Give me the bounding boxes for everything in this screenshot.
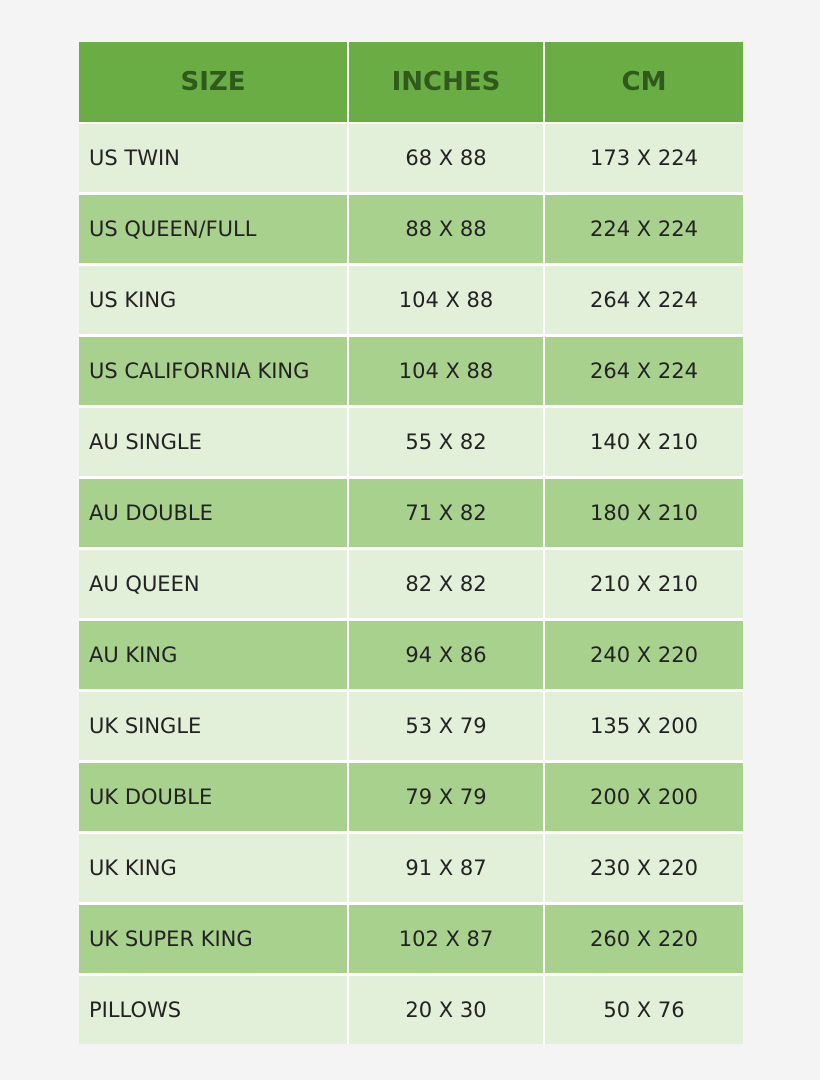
cm-cell: 50 X 76	[544, 974, 743, 1044]
table-row: US CALIFORNIA KING 104 X 88 264 X 224	[79, 335, 743, 408]
header-cm: CM	[544, 42, 743, 124]
inches-cell: 104 X 88	[348, 264, 545, 337]
size-cell: US CALIFORNIA KING	[79, 335, 349, 408]
cm-cell: 180 X 210	[544, 477, 743, 550]
table-body: US TWIN 68 X 88 173 X 224 US QUEEN/FULL 88 X…	[79, 123, 743, 1044]
size-table: SIZE INCHES CM US TWIN 68 X 88 173 X 224 US…	[79, 42, 743, 1044]
size-cell: AU DOUBLE	[79, 477, 349, 550]
size-cell: UK SUPER KING	[79, 903, 349, 976]
size-chart: SIZE INCHES CM US TWIN 68 X 88 173 X 224 US…	[79, 42, 743, 1044]
inches-cell: 20 X 30	[348, 974, 545, 1044]
cm-cell: 210 X 210	[544, 548, 743, 621]
header-inches: INCHES	[348, 42, 545, 124]
size-cell: UK DOUBLE	[79, 761, 349, 834]
table-row: UK SUPER KING 102 X 87 260 X 220	[79, 903, 743, 976]
inches-cell: 102 X 87	[348, 903, 545, 976]
inches-cell: 91 X 87	[348, 832, 545, 905]
size-cell: AU QUEEN	[79, 548, 349, 621]
inches-cell: 88 X 88	[348, 193, 545, 266]
size-cell: AU KING	[79, 619, 349, 692]
table-row: US QUEEN/FULL 88 X 88 224 X 224	[79, 193, 743, 266]
inches-cell: 53 X 79	[348, 690, 545, 763]
header-size: SIZE	[79, 42, 349, 124]
inches-cell: 104 X 88	[348, 335, 545, 408]
size-cell: US TWIN	[79, 123, 349, 195]
inches-cell: 68 X 88	[348, 123, 545, 195]
header-row: SIZE INCHES CM	[79, 42, 743, 124]
table-row: UK KING 91 X 87 230 X 220	[79, 832, 743, 905]
inches-cell: 82 X 82	[348, 548, 545, 621]
table-row: UK SINGLE 53 X 79 135 X 200	[79, 690, 743, 763]
cm-cell: 173 X 224	[544, 123, 743, 195]
table-row: AU QUEEN 82 X 82 210 X 210	[79, 548, 743, 621]
cm-cell: 140 X 210	[544, 406, 743, 479]
table-row: PILLOWS 20 X 30 50 X 76	[79, 974, 743, 1044]
cm-cell: 230 X 220	[544, 832, 743, 905]
cm-cell: 224 X 224	[544, 193, 743, 266]
size-cell: UK SINGLE	[79, 690, 349, 763]
size-cell: PILLOWS	[79, 974, 349, 1044]
table-row: AU DOUBLE 71 X 82 180 X 210	[79, 477, 743, 550]
inches-cell: 55 X 82	[348, 406, 545, 479]
inches-cell: 71 X 82	[348, 477, 545, 550]
cm-cell: 135 X 200	[544, 690, 743, 763]
inches-cell: 94 X 86	[348, 619, 545, 692]
cm-cell: 200 X 200	[544, 761, 743, 834]
table-row: US KING 104 X 88 264 X 224	[79, 264, 743, 337]
table-row: AU SINGLE 55 X 82 140 X 210	[79, 406, 743, 479]
cm-cell: 264 X 224	[544, 335, 743, 408]
size-cell: US QUEEN/FULL	[79, 193, 349, 266]
table-row: UK DOUBLE 79 X 79 200 X 200	[79, 761, 743, 834]
size-cell: US KING	[79, 264, 349, 337]
cm-cell: 260 X 220	[544, 903, 743, 976]
size-cell: AU SINGLE	[79, 406, 349, 479]
cm-cell: 240 X 220	[544, 619, 743, 692]
inches-cell: 79 X 79	[348, 761, 545, 834]
table-header: SIZE INCHES CM	[79, 42, 743, 124]
table-row: AU KING 94 X 86 240 X 220	[79, 619, 743, 692]
cm-cell: 264 X 224	[544, 264, 743, 337]
table-row: US TWIN 68 X 88 173 X 224	[79, 123, 743, 195]
size-cell: UK KING	[79, 832, 349, 905]
